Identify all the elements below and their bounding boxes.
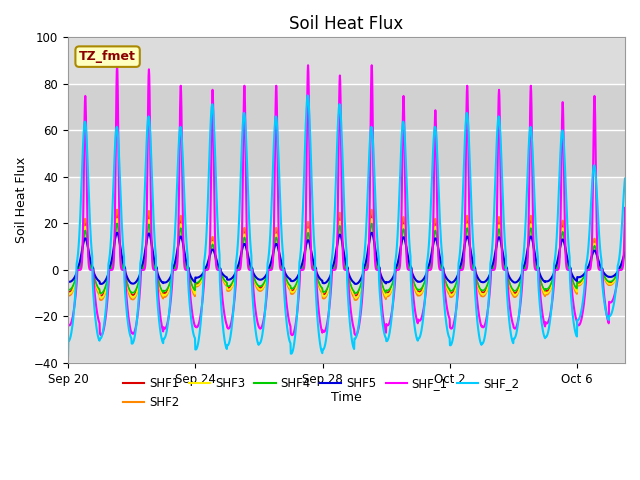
SHF5 xyxy=(476,277,483,283)
SHF5 xyxy=(248,265,256,271)
Line: SHF_2: SHF_2 xyxy=(68,96,625,356)
SHF5 xyxy=(64,279,72,285)
SHF1 xyxy=(248,267,256,273)
SHF2 xyxy=(248,269,256,275)
SHF1 xyxy=(564,265,572,271)
SHF_1 xyxy=(64,321,72,327)
SHF3 xyxy=(97,295,105,301)
SHF3 xyxy=(486,279,493,285)
Line: SHF2: SHF2 xyxy=(68,209,625,300)
SHF4 xyxy=(113,221,121,227)
SHF2 xyxy=(64,292,72,298)
SHF4 xyxy=(165,283,173,288)
SHF5 xyxy=(165,277,173,283)
SHF4 xyxy=(476,284,483,290)
Line: SHF3: SHF3 xyxy=(68,219,625,298)
SHF1 xyxy=(486,277,493,283)
SHF2 xyxy=(564,264,572,270)
SHF5 xyxy=(564,259,572,264)
SHF2 xyxy=(165,288,173,294)
Line: SHF4: SHF4 xyxy=(68,224,625,293)
SHF3 xyxy=(564,265,572,271)
SHF1 xyxy=(64,288,72,294)
Line: SHF5: SHF5 xyxy=(68,233,625,284)
SHF2 xyxy=(97,297,105,303)
SHF_1 xyxy=(486,293,493,299)
SHF3 xyxy=(621,246,629,252)
SHF4 xyxy=(97,290,105,296)
SHF2 xyxy=(113,206,121,212)
X-axis label: Time: Time xyxy=(331,391,362,404)
SHF3 xyxy=(64,290,72,296)
Text: TZ_fmet: TZ_fmet xyxy=(79,50,136,63)
Line: SHF1: SHF1 xyxy=(68,214,625,296)
SHF4 xyxy=(97,290,104,296)
SHF5 xyxy=(97,281,104,287)
SHF1 xyxy=(97,293,105,299)
SHF_1 xyxy=(97,332,104,337)
SHF_2 xyxy=(164,319,172,324)
SHF_1 xyxy=(248,267,256,273)
Title: Soil Heat Flux: Soil Heat Flux xyxy=(289,15,404,33)
SHF4 xyxy=(621,248,629,253)
SHF2 xyxy=(486,278,493,284)
SHF_1 xyxy=(476,313,483,319)
SHF5 xyxy=(113,230,121,236)
Bar xyxy=(68,84,625,177)
SHF2 xyxy=(476,289,483,295)
SHF3 xyxy=(476,287,483,292)
SHF_2 xyxy=(248,277,255,283)
SHF1 xyxy=(113,211,121,217)
SHF5 xyxy=(97,281,105,287)
SHF3 xyxy=(165,287,173,293)
SHF3 xyxy=(97,295,104,300)
SHF1 xyxy=(621,244,629,250)
Y-axis label: Soil Heat Flux: Soil Heat Flux xyxy=(15,157,28,243)
SHF4 xyxy=(248,269,256,275)
SHF5 xyxy=(621,250,629,256)
SHF_1 xyxy=(564,267,572,273)
SHF_2 xyxy=(564,228,572,233)
SHF_1 xyxy=(97,332,105,338)
SHF_2 xyxy=(621,176,629,181)
Legend: SHF1, SHF2, SHF3, SHF4, SHF5, SHF_1, SHF_2: SHF1, SHF2, SHF3, SHF4, SHF5, SHF_1, SHF… xyxy=(118,373,524,414)
SHF_1 xyxy=(621,205,629,211)
SHF_2 xyxy=(304,93,312,98)
SHF1 xyxy=(97,292,104,298)
SHF1 xyxy=(165,285,173,291)
SHF4 xyxy=(486,276,493,281)
SHF2 xyxy=(97,297,104,303)
SHF_1 xyxy=(113,62,121,68)
SHF4 xyxy=(564,264,572,270)
SHF1 xyxy=(476,285,483,291)
SHF2 xyxy=(621,241,629,247)
SHF_2 xyxy=(485,291,493,297)
SHF3 xyxy=(113,216,121,222)
SHF5 xyxy=(486,273,493,278)
SHF4 xyxy=(64,287,72,292)
SHF3 xyxy=(248,267,256,273)
SHF_2 xyxy=(64,353,72,359)
SHF_2 xyxy=(97,336,104,341)
Line: SHF_1: SHF_1 xyxy=(68,65,625,335)
SHF_1 xyxy=(165,313,173,319)
SHF_2 xyxy=(475,331,483,336)
